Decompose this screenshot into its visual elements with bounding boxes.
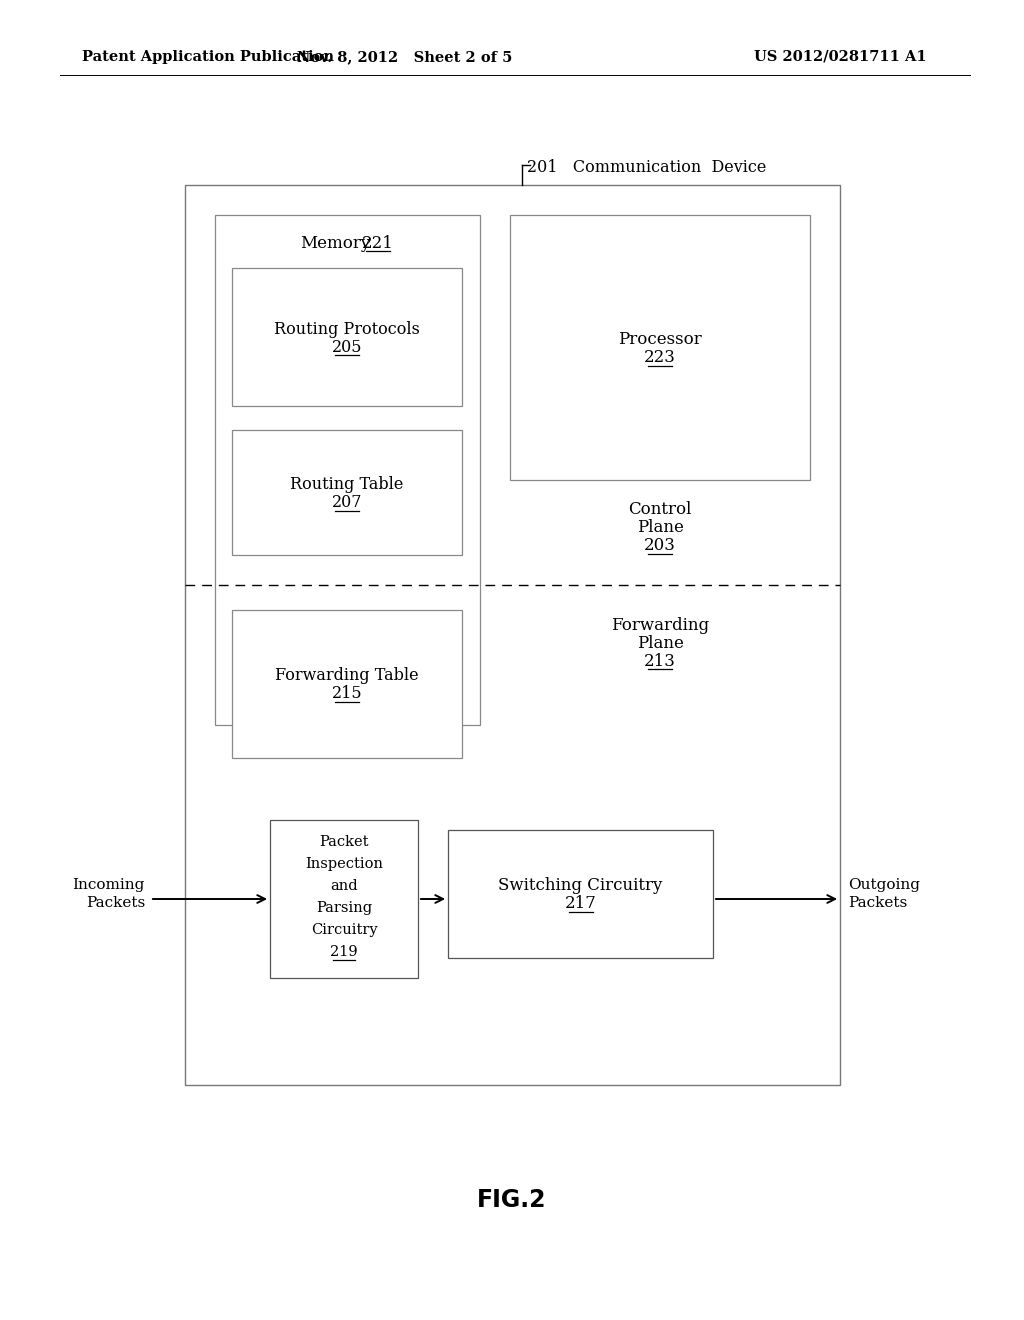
Text: Patent Application Publication: Patent Application Publication — [82, 50, 334, 63]
Bar — [232, 610, 462, 758]
Text: Packet: Packet — [319, 836, 369, 849]
Text: Nov. 8, 2012   Sheet 2 of 5: Nov. 8, 2012 Sheet 2 of 5 — [297, 50, 513, 63]
Text: 215: 215 — [332, 685, 362, 702]
Text: Incoming: Incoming — [73, 878, 145, 892]
Text: Processor: Processor — [618, 331, 701, 348]
Bar — [449, 830, 713, 958]
Bar — [232, 268, 462, 407]
Bar — [270, 820, 418, 978]
Text: 223: 223 — [644, 348, 676, 366]
Bar — [232, 430, 462, 554]
Text: 219: 219 — [330, 945, 357, 960]
Text: 203: 203 — [644, 537, 676, 554]
Text: Packets: Packets — [848, 896, 907, 909]
Text: 201   Communication  Device: 201 Communication Device — [527, 158, 766, 176]
Bar — [510, 215, 810, 480]
Text: Circuitry: Circuitry — [310, 923, 377, 937]
Text: Plane: Plane — [637, 635, 683, 652]
Text: Forwarding Table: Forwarding Table — [275, 668, 419, 685]
Text: 207: 207 — [332, 494, 362, 511]
Text: 213: 213 — [644, 652, 676, 669]
Text: Switching Circuitry: Switching Circuitry — [499, 878, 663, 895]
Text: Routing Table: Routing Table — [291, 477, 403, 492]
Text: Inspection: Inspection — [305, 857, 383, 871]
Bar — [215, 215, 480, 725]
Text: and: and — [330, 879, 357, 894]
Text: Outgoing: Outgoing — [848, 878, 920, 892]
Text: 217: 217 — [564, 895, 596, 912]
Text: FIG.2: FIG.2 — [477, 1188, 547, 1212]
Text: Plane: Plane — [637, 520, 683, 536]
Text: Control: Control — [629, 502, 691, 519]
Text: Memory: Memory — [300, 235, 371, 252]
Bar — [185, 185, 840, 1085]
Text: Packets: Packets — [86, 896, 145, 909]
Text: Forwarding: Forwarding — [611, 616, 709, 634]
Text: Routing Protocols: Routing Protocols — [274, 321, 420, 338]
Text: 205: 205 — [332, 338, 362, 355]
Text: Parsing: Parsing — [316, 902, 372, 915]
Text: US 2012/0281711 A1: US 2012/0281711 A1 — [754, 50, 927, 63]
Text: 221: 221 — [361, 235, 393, 252]
